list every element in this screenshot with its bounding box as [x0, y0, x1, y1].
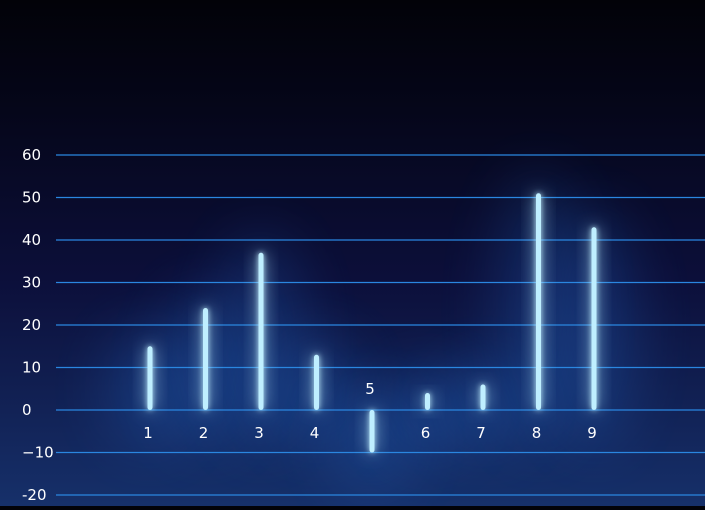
bar	[203, 308, 208, 410]
bar	[258, 252, 264, 410]
y-tick-label: −10	[22, 444, 54, 462]
x-tick-label: 8	[532, 424, 542, 442]
bar	[425, 393, 430, 410]
x-tick-label: 4	[310, 424, 320, 442]
y-tick-label: -20	[22, 486, 47, 504]
bar	[314, 354, 319, 410]
bars	[147, 193, 597, 453]
bar	[147, 346, 153, 410]
bar	[536, 193, 541, 410]
x-axis-labels: 1 2 3 4 5 6 7 8 9	[143, 380, 597, 442]
y-tick-label: 40	[22, 231, 41, 249]
y-axis: -20 −10 0 10 20 30 40 50 60	[22, 146, 54, 504]
x-tick-label: 6	[421, 424, 431, 442]
x-tick-label: 3	[254, 424, 264, 442]
y-tick-label: 20	[22, 316, 41, 334]
x-tick-label: 1	[143, 424, 153, 442]
x-tick-label: 7	[476, 424, 486, 442]
y-tick-label: 0	[22, 401, 32, 419]
x-tick-label: 2	[199, 424, 209, 442]
gridlines	[56, 154, 705, 496]
y-tick-label: 30	[22, 274, 41, 292]
bar	[369, 410, 375, 453]
y-tick-label: 50	[22, 189, 41, 207]
x-tick-label: 9	[587, 424, 597, 442]
y-tick-label: 60	[22, 146, 41, 164]
y-tick-label: 10	[22, 359, 41, 377]
bar	[591, 227, 597, 410]
x-tick-label: 5	[365, 380, 375, 398]
bar	[480, 384, 486, 410]
